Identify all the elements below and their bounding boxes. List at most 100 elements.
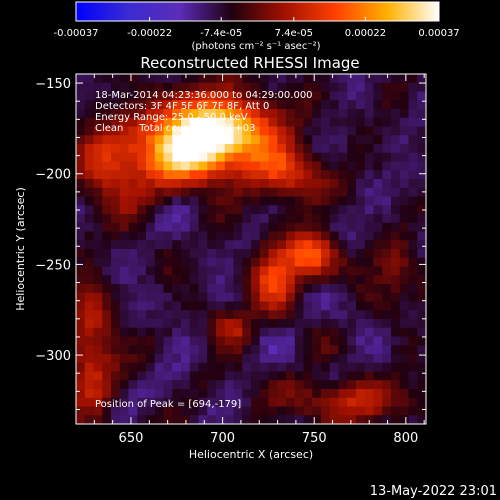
heatmap-cell <box>347 380 357 390</box>
heatmap-cell <box>364 354 375 364</box>
heatmap-cell <box>329 170 340 180</box>
heatmap-cell <box>137 389 147 399</box>
heatmap-cell <box>347 292 357 303</box>
heatmap-cell <box>312 257 322 268</box>
heatmap-cell <box>198 240 208 250</box>
heatmap-cell <box>417 222 426 233</box>
heatmap-cell <box>84 389 95 399</box>
heatmap-cell <box>128 231 138 241</box>
heatmap-cell <box>128 354 138 364</box>
heatmap-cell <box>356 231 366 241</box>
heatmap-cell <box>391 117 401 128</box>
heatmap-cell <box>347 82 357 93</box>
heatmap-cell <box>329 205 340 215</box>
heatmap-cell <box>172 91 182 101</box>
heatmap-cell <box>259 397 270 408</box>
heatmap-cell <box>259 301 270 311</box>
heatmap-cell <box>233 196 243 206</box>
heatmap-cell <box>172 345 182 355</box>
heatmap-cell <box>294 117 305 128</box>
heatmap-cell <box>181 152 191 163</box>
heatmap-cell <box>321 249 331 259</box>
heatmap-cell <box>216 275 226 285</box>
heatmap-cell <box>373 345 383 355</box>
heatmap-cell <box>356 336 366 346</box>
heatmap-cell <box>338 415 348 424</box>
heatmap-cell <box>189 336 200 346</box>
heatmap-cell <box>189 354 200 364</box>
heatmap-cell <box>399 187 410 198</box>
heatmap-cell <box>76 354 86 364</box>
heatmap-cell <box>382 74 392 84</box>
heatmap-cell <box>417 319 426 329</box>
heatmap-cell <box>321 205 331 215</box>
heatmap-cell <box>277 161 287 171</box>
heatmap-cell <box>364 249 375 259</box>
heatmap-cell <box>259 380 270 390</box>
heatmap-cell <box>417 214 426 224</box>
heatmap-cell <box>111 301 121 311</box>
heatmap-cell <box>329 249 340 259</box>
heatmap-cell <box>408 266 418 276</box>
heatmap-cell <box>233 161 243 171</box>
heatmap-cell <box>373 380 383 390</box>
heatmap-cell <box>216 292 226 303</box>
heatmap-cell <box>102 397 112 408</box>
heatmap-cell <box>146 196 156 206</box>
heatmap-cell <box>84 345 95 355</box>
heatmap-cell <box>294 231 305 241</box>
heatmap-cell <box>338 214 348 224</box>
heatmap-cell <box>321 257 331 268</box>
heatmap-cell <box>224 371 235 381</box>
heatmap-cell <box>207 257 217 268</box>
heatmap-cell <box>268 196 278 206</box>
heatmap-cell <box>224 74 235 84</box>
heatmap-cell <box>216 389 226 399</box>
heatmap-cell <box>172 222 182 233</box>
heatmap-cell <box>207 336 217 346</box>
heatmap-cell <box>312 82 322 93</box>
heatmap-cell <box>321 397 331 408</box>
heatmap-cell <box>172 336 182 346</box>
heatmap-cell <box>76 406 86 416</box>
heatmap-cell <box>329 389 340 399</box>
heatmap-cell <box>347 231 357 241</box>
heatmap-cell <box>408 284 418 294</box>
heatmap-cell <box>207 214 217 224</box>
heatmap-cell <box>216 144 226 154</box>
heatmap-cell <box>233 380 243 390</box>
heatmap-cell <box>268 415 278 424</box>
heatmap-cell <box>242 327 252 338</box>
heatmap-cell <box>233 249 243 259</box>
heatmap-cell <box>172 257 182 268</box>
heatmap-cell <box>408 292 418 303</box>
heatmap-cell <box>408 100 418 110</box>
heatmap-cell <box>242 389 252 399</box>
heatmap-cell <box>207 161 217 171</box>
heatmap-cell <box>181 284 191 294</box>
heatmap-cell <box>119 354 130 364</box>
heatmap-cell <box>163 266 173 276</box>
heatmap-cell <box>111 205 121 215</box>
annotation-detectors: Detectors: 3F 4F 5F 6F 7F 8F, Att 0 <box>95 101 269 112</box>
heatmap-cell <box>172 310 182 320</box>
heatmap-cell <box>364 222 375 233</box>
heatmap-cell <box>224 310 235 320</box>
heatmap-cell <box>216 109 226 119</box>
heatmap-cell <box>286 266 296 276</box>
heatmap-cell <box>102 74 112 84</box>
heatmap-cell <box>259 354 270 364</box>
heatmap-cell <box>303 205 313 215</box>
heatmap-cell <box>163 214 173 224</box>
heatmap-cell <box>181 161 191 171</box>
heatmap-cell <box>128 406 138 416</box>
heatmap-cell <box>128 82 138 93</box>
heatmap-cell <box>399 179 410 189</box>
heatmap-cell <box>172 100 182 110</box>
heatmap-cell <box>408 327 418 338</box>
y-tick-label: −150 <box>35 77 71 92</box>
heatmap-cell <box>181 301 191 311</box>
heatmap-cell <box>76 266 86 276</box>
heatmap-cell <box>242 415 252 424</box>
heatmap-cell <box>356 266 366 276</box>
